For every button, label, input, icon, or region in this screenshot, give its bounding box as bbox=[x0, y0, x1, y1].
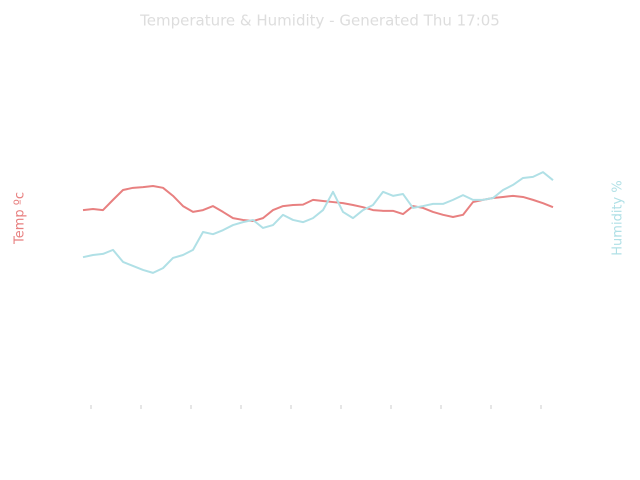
line-series bbox=[82, 185, 554, 223]
y-axis-label: Temp ºc bbox=[13, 192, 28, 245]
line-series bbox=[82, 171, 554, 274]
y2-axis-label: Humidity % bbox=[611, 180, 626, 255]
chart-title: Temperature & Humidity - Generated Thu 1… bbox=[139, 12, 500, 30]
